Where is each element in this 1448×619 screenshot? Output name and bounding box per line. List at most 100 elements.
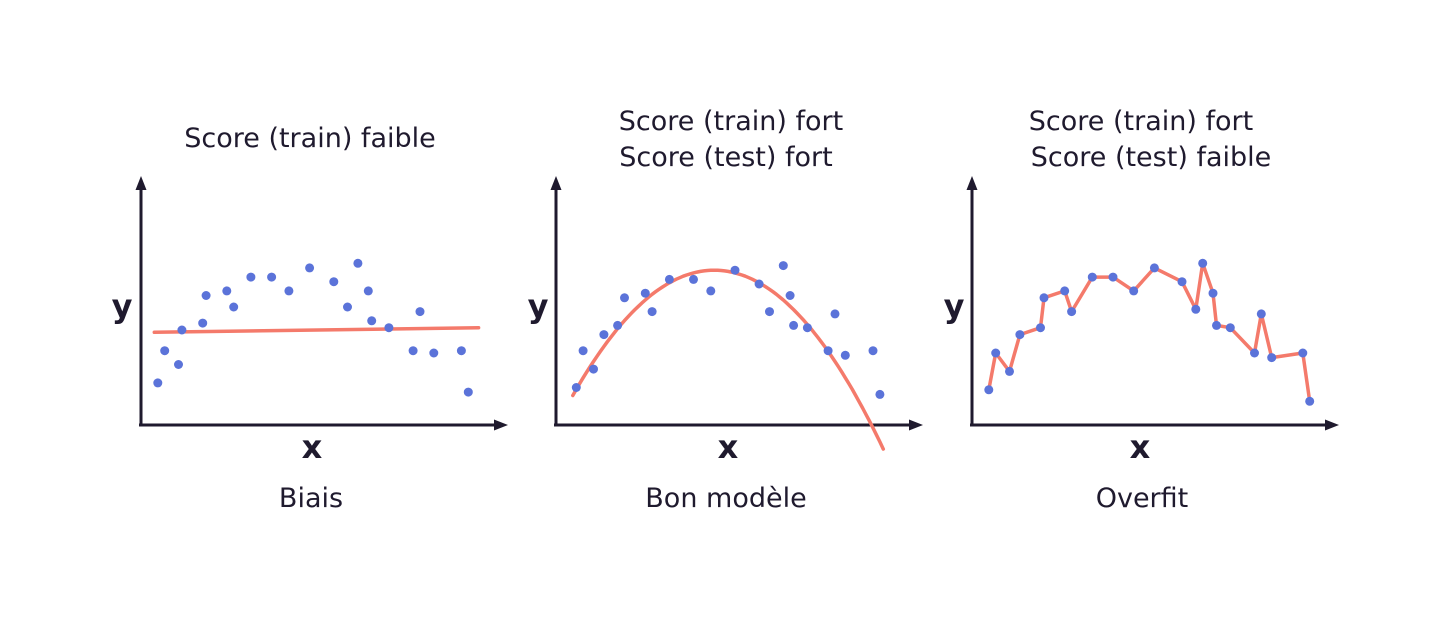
y-axis-arrow-icon (135, 176, 147, 190)
panel-bon-modele: Score (train) fort Score (test) fort y x… (528, 106, 923, 514)
data-point (329, 277, 339, 287)
panel-title-line: Score (train) fort (619, 106, 843, 137)
data-point (153, 378, 163, 388)
data-point (1198, 258, 1208, 268)
points-layer (153, 258, 473, 397)
points-layer (571, 261, 885, 399)
data-point (1060, 286, 1070, 296)
x-axis-label: x (718, 428, 739, 466)
data-point (177, 325, 187, 335)
data-point (991, 348, 1001, 358)
data-point (429, 348, 439, 358)
x-axis (554, 419, 923, 431)
data-point (456, 346, 466, 356)
data-point (578, 346, 588, 356)
data-point (1087, 272, 1097, 282)
x-axis-arrow-icon (909, 419, 923, 431)
data-point (571, 383, 581, 392)
y-axis-arrow-icon (966, 176, 978, 190)
data-point (823, 346, 833, 356)
data-point (1039, 293, 1049, 303)
data-point (201, 291, 211, 300)
fit-line (571, 268, 886, 451)
data-point (343, 302, 352, 312)
panel-biais: Score (train) faible y x Biais (112, 123, 508, 514)
data-point (1108, 272, 1118, 282)
data-point (1015, 330, 1025, 340)
data-point (267, 272, 277, 282)
y-axis (550, 176, 562, 425)
data-point (1177, 277, 1187, 287)
data-point (1267, 353, 1277, 363)
panel-title-line: Score (test) fort (619, 142, 832, 173)
data-point (1305, 396, 1315, 406)
data-point (415, 307, 425, 317)
data-point (589, 364, 598, 374)
data-point (246, 272, 256, 282)
data-point (174, 360, 183, 369)
data-point (706, 286, 716, 296)
panel-caption: Biais (279, 483, 343, 514)
fit-line (987, 261, 1312, 404)
y-axis (966, 176, 978, 425)
data-point (640, 288, 650, 298)
data-point (1191, 304, 1201, 314)
data-point (222, 286, 232, 296)
data-point (875, 389, 885, 399)
y-axis-label: y (944, 287, 965, 325)
data-point (198, 318, 208, 328)
data-point (353, 258, 363, 268)
data-point (1298, 348, 1308, 358)
data-point (463, 387, 473, 397)
x-axis-label: x (302, 428, 323, 466)
panel-caption: Overfit (1096, 483, 1189, 514)
data-point (802, 323, 812, 333)
data-point (1256, 309, 1266, 319)
data-point (789, 320, 799, 330)
fit-layer (987, 261, 1312, 404)
data-point (1036, 323, 1045, 333)
data-point (1250, 348, 1259, 358)
x-axis-arrow-icon (1325, 419, 1339, 431)
data-point (284, 286, 294, 296)
data-point (160, 346, 170, 356)
data-point (765, 307, 774, 317)
x-axis (970, 419, 1339, 431)
data-point (1225, 323, 1235, 333)
y-axis-label: y (528, 287, 549, 325)
panel-title-line: Score (train) faible (184, 123, 436, 154)
data-point (1129, 286, 1139, 296)
data-point (647, 307, 657, 317)
panel-title-line: Score (test) faible (1031, 142, 1272, 173)
x-axis-label: x (1130, 428, 1151, 466)
fit-line (152, 325, 481, 335)
data-point (599, 330, 609, 340)
data-point (384, 323, 394, 333)
data-point (363, 286, 373, 296)
panel-title-line: Score (train) fort (1029, 106, 1253, 137)
data-point (620, 293, 629, 303)
y-axis (135, 176, 147, 425)
y-axis-label: y (112, 287, 133, 325)
data-point (868, 346, 878, 356)
data-point (1005, 366, 1014, 376)
data-point (730, 265, 740, 275)
panel-caption: Bon modèle (645, 483, 806, 514)
data-point (830, 309, 840, 319)
data-point (1212, 320, 1221, 330)
data-point (754, 279, 764, 289)
data-point (778, 261, 788, 271)
data-point (984, 385, 994, 395)
data-point (664, 274, 674, 284)
data-point (367, 316, 377, 326)
data-point (1149, 263, 1159, 273)
data-point (785, 291, 795, 300)
data-point (229, 302, 239, 312)
x-axis (139, 419, 508, 431)
fit-layer (152, 325, 481, 335)
y-axis-arrow-icon (550, 176, 562, 190)
data-point (408, 346, 418, 356)
data-point (1067, 307, 1077, 317)
panel-overfit: Score (train) fort Score (test) faible y… (944, 106, 1339, 514)
